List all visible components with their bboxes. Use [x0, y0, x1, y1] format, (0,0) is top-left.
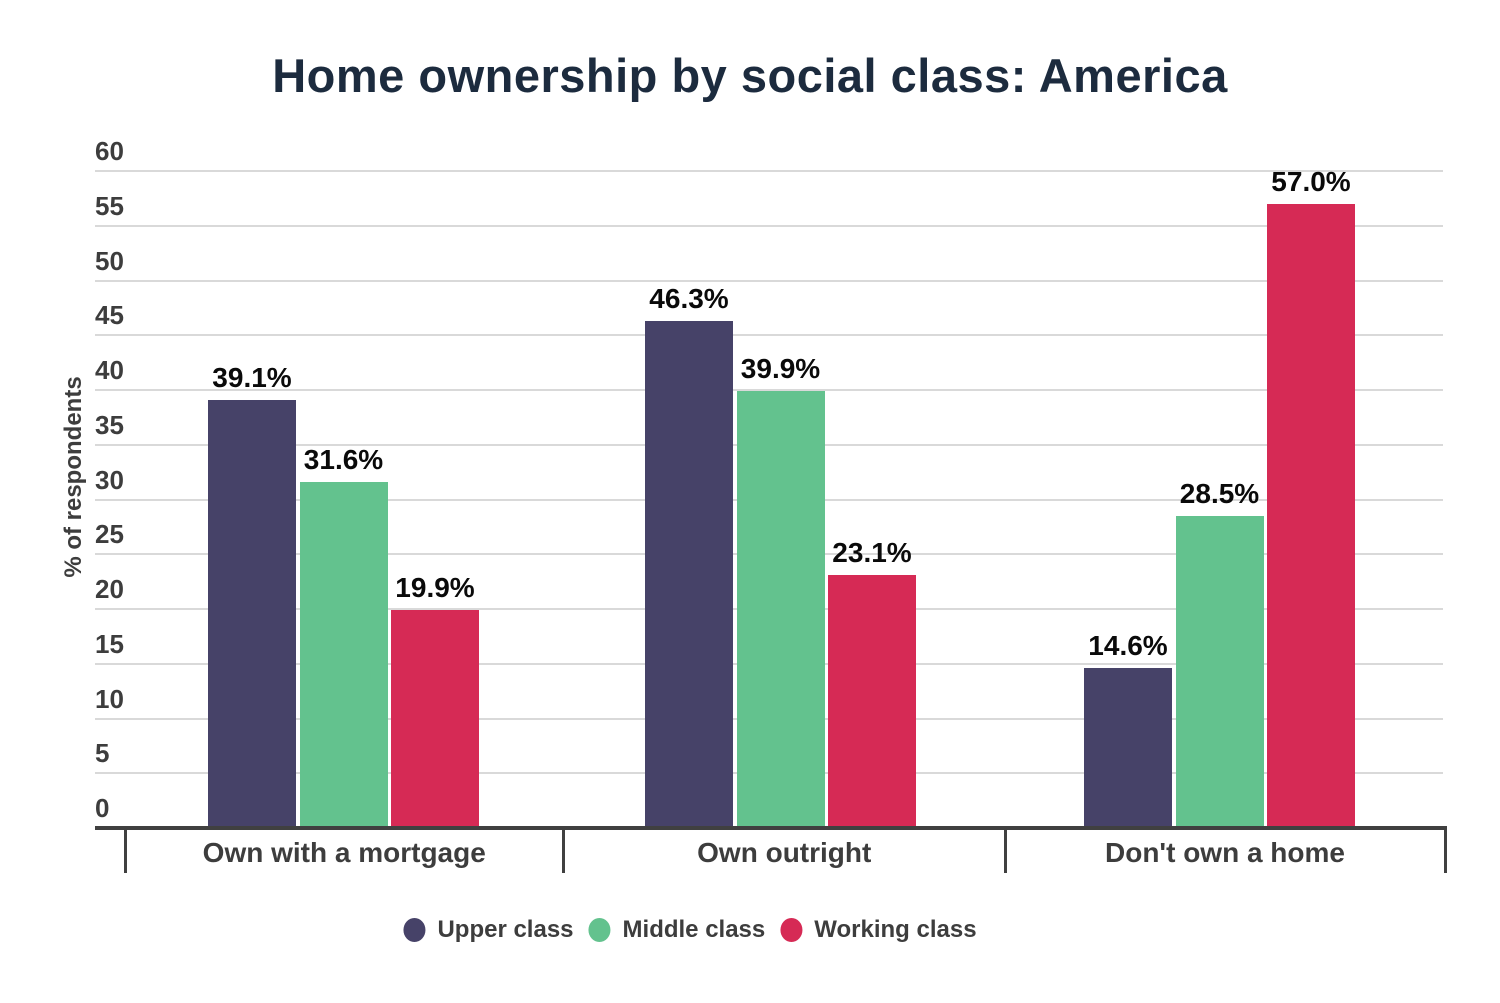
- legend-label: Working class: [814, 916, 977, 943]
- bar-upper-class-0: [208, 399, 296, 828]
- category-label-2: Don't own a home: [1105, 837, 1345, 868]
- bar-value-label: 23.1%: [832, 537, 912, 569]
- bar-value-label: 14.6%: [1088, 630, 1168, 662]
- y-tick-label-60: 60: [95, 136, 124, 166]
- y-tick-label-30: 30: [95, 464, 124, 495]
- legend-label: Middle class: [622, 916, 766, 943]
- bar-value-label: 28.5%: [1179, 477, 1260, 509]
- y-tick-label-5: 5: [95, 738, 110, 769]
- y-tick-label-40: 40: [95, 355, 124, 385]
- gridline-45: [95, 334, 1443, 337]
- x-axis-divider-3: [1443, 828, 1447, 873]
- bar-working-class-0: [391, 610, 479, 828]
- legend-label: Upper class: [437, 916, 574, 943]
- category-label-1: Own outright: [697, 837, 872, 868]
- bar-value-label: 31.6%: [303, 443, 384, 475]
- bar-working-class-1: [828, 575, 916, 828]
- gridline-60: [95, 170, 1443, 172]
- legend-item-middle-class: Middle class: [588, 916, 766, 944]
- gridline-50: [95, 279, 1443, 282]
- y-tick-label-20: 20: [95, 574, 124, 604]
- y-tick-label-55: 55: [95, 190, 124, 221]
- legend-swatch-icon: [403, 918, 426, 942]
- category-label-0: Own with a mortgage: [202, 837, 486, 868]
- legend: Upper class Middle class Working class: [403, 916, 977, 944]
- x-axis-divider-0: [123, 828, 127, 873]
- bar-value-label: 57.0%: [1271, 165, 1351, 197]
- gridline-40: [95, 389, 1443, 391]
- bar-middle-class-0: [299, 481, 388, 828]
- bar-value-label: 39.1%: [212, 361, 292, 393]
- bar-upper-class-1: [645, 321, 733, 828]
- bar-value-label: 39.9%: [740, 353, 821, 385]
- bar-middle-class-2: [1175, 515, 1264, 828]
- chart-title: Home ownership by social class: America: [272, 49, 1228, 102]
- y-tick-label-15: 15: [95, 628, 124, 659]
- gridline-55: [95, 224, 1443, 227]
- bar-value-label: 19.9%: [395, 572, 475, 604]
- legend-item-working-class: Working class: [780, 916, 977, 944]
- y-tick-label-25: 25: [95, 519, 124, 550]
- y-tick-label-50: 50: [95, 245, 124, 276]
- legend-swatch-icon: [780, 918, 803, 942]
- x-axis-divider-1: [562, 828, 565, 873]
- bar-upper-class-2: [1084, 668, 1172, 828]
- legend-item-upper-class: Upper class: [403, 916, 574, 944]
- bar-working-class-2: [1267, 203, 1355, 828]
- x-axis-divider-2: [1003, 828, 1007, 873]
- bar-value-label: 46.3%: [649, 283, 729, 314]
- y-tick-label-35: 35: [95, 409, 124, 440]
- y-tick-label-0: 0: [95, 793, 110, 823]
- legend-swatch-icon: [588, 918, 611, 942]
- y-axis-title: % of respondents: [60, 376, 87, 578]
- y-tick-label-10: 10: [95, 683, 124, 714]
- bar-middle-class-1: [736, 391, 825, 828]
- y-tick-label-45: 45: [95, 300, 124, 331]
- x-axis-line: [95, 826, 1447, 830]
